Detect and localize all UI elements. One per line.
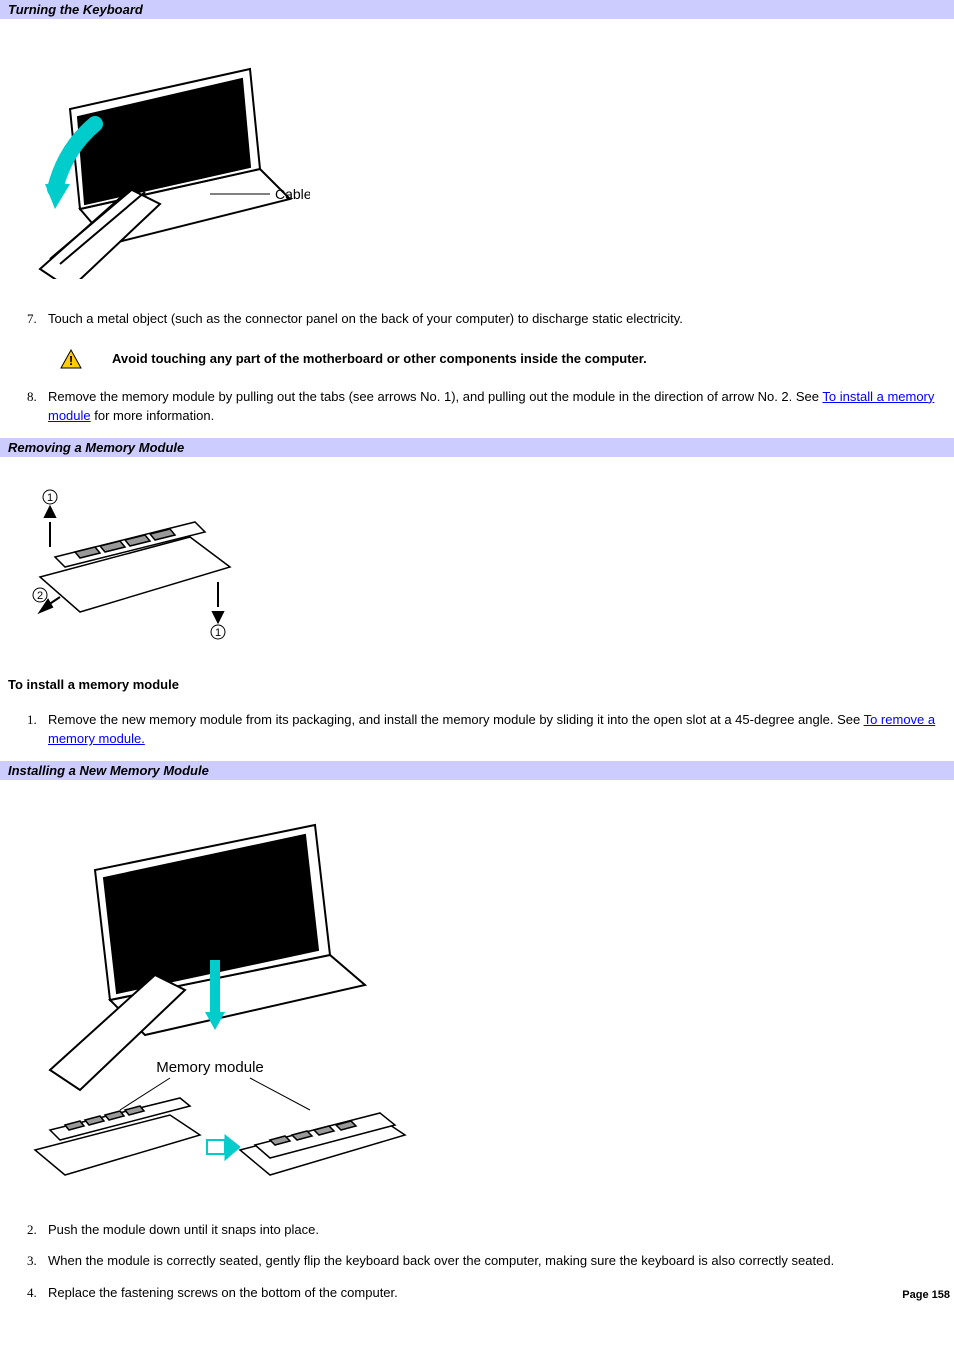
instruction-list-1-part2: Remove the memory module by pulling out … <box>0 387 954 426</box>
svg-text:!: ! <box>69 353 73 368</box>
section-header-removing-module: Removing a Memory Module <box>0 438 954 457</box>
cable-label: Cable <box>275 186 310 202</box>
svg-text:1: 1 <box>47 492 53 504</box>
figure-turning-keyboard: Cable <box>0 19 954 299</box>
figure-installing-module: Memory module <box>0 780 954 1210</box>
instruction-list-2-part3: Replace the fastening screws on the bott… <box>0 1283 954 1303</box>
figure-removing-module: 1 2 1 <box>0 457 954 667</box>
install-step-3: When the module is correctly seated, gen… <box>40 1251 954 1271</box>
turning-keyboard-illustration: Cable <box>0 29 310 279</box>
install-step-2: Push the module down until it snaps into… <box>40 1220 954 1240</box>
instruction-list-2-part2: Push the module down until it snaps into… <box>0 1220 954 1271</box>
warning-row: ! Avoid touching any part of the motherb… <box>0 341 954 377</box>
installing-module-illustration: Memory module <box>0 790 420 1190</box>
instruction-list-1-part1: Touch a metal object (such as the connec… <box>0 309 954 329</box>
install-step-4: Replace the fastening screws on the bott… <box>40 1283 954 1303</box>
removing-module-illustration: 1 2 1 <box>0 467 260 647</box>
memory-module-label: Memory module <box>156 1059 264 1076</box>
warning-text: Avoid touching any part of the motherboa… <box>112 351 647 366</box>
step-8: Remove the memory module by pulling out … <box>40 387 954 426</box>
svg-text:2: 2 <box>37 590 43 602</box>
svg-text:1: 1 <box>215 627 221 639</box>
step-8-text-after: for more information. <box>91 408 215 423</box>
step-7: Touch a metal object (such as the connec… <box>40 309 954 329</box>
page-number: Page 158 <box>902 1289 950 1301</box>
instruction-list-2-part1: Remove the new memory module from its pa… <box>0 710 954 749</box>
install-step-1: Remove the new memory module from its pa… <box>40 710 954 749</box>
install-step-1-before: Remove the new memory module from its pa… <box>48 712 864 727</box>
warning-icon: ! <box>60 349 82 369</box>
step-8-text-before: Remove the memory module by pulling out … <box>48 389 822 404</box>
subheading-install: To install a memory module <box>0 667 954 700</box>
section-header-turning-keyboard: Turning the Keyboard <box>0 0 954 19</box>
section-header-installing-module: Installing a New Memory Module <box>0 761 954 780</box>
